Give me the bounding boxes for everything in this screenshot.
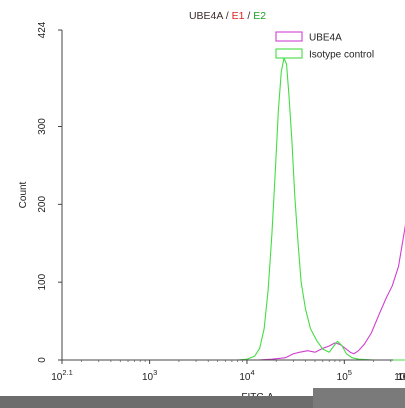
x-tick-base: 10 bbox=[397, 372, 405, 383]
legend-label: Isotype control bbox=[309, 50, 374, 61]
y-axis-title: Count bbox=[18, 181, 29, 208]
title-part-3: / bbox=[244, 10, 253, 22]
plot-area bbox=[62, 30, 393, 360]
title-part-0: UBE4A bbox=[189, 10, 223, 22]
y-tick-label: 100 bbox=[37, 273, 48, 290]
x-tick-base: 10 bbox=[337, 372, 349, 383]
y-tick-label: 0 bbox=[37, 357, 48, 363]
legend-swatch bbox=[275, 48, 303, 59]
y-tick-label: 300 bbox=[37, 118, 48, 135]
x-tick-label: 104 bbox=[239, 368, 254, 383]
x-tick-label: 106 bbox=[397, 368, 405, 383]
series-line-isotype-control bbox=[196, 57, 405, 361]
y-tick-label: 200 bbox=[37, 196, 48, 213]
x-tick-label: 108.5 bbox=[394, 368, 405, 383]
x-tick-base: 10 bbox=[239, 372, 251, 383]
title-part-1: / bbox=[223, 10, 232, 22]
x-tick-base: 10 bbox=[51, 372, 63, 383]
y-tick-label: 424 bbox=[37, 21, 48, 38]
legend-swatch bbox=[275, 31, 303, 42]
x-tick-label: 102.1 bbox=[51, 368, 73, 383]
series-line-ube4a bbox=[196, 223, 405, 361]
x-tick-exponent: 5 bbox=[348, 368, 352, 377]
x-tick-label: 105 bbox=[337, 368, 352, 383]
x-tick-exponent: 3 bbox=[153, 368, 157, 377]
chart-title: UBE4A / E1 / E2 bbox=[189, 10, 266, 22]
legend-label: UBE4A bbox=[309, 33, 342, 44]
x-tick-exponent: 4 bbox=[250, 368, 254, 377]
x-tick-label: 107 bbox=[397, 368, 405, 383]
x-tick-label: 103 bbox=[142, 368, 157, 383]
x-tick-base: 10 bbox=[142, 372, 154, 383]
series-lines bbox=[196, 57, 405, 361]
title-part-2: E1 bbox=[232, 10, 245, 22]
x-tick-base: 10 bbox=[397, 372, 405, 383]
title-part-4: E2 bbox=[253, 10, 266, 22]
x-tick-exponent: 2.1 bbox=[62, 368, 72, 377]
x-tick-base: 10 bbox=[394, 372, 405, 383]
bottom-overlay-bar bbox=[0, 396, 405, 408]
bottom-right-overlay bbox=[313, 388, 405, 408]
legend: UBE4A Isotype control bbox=[275, 31, 374, 61]
